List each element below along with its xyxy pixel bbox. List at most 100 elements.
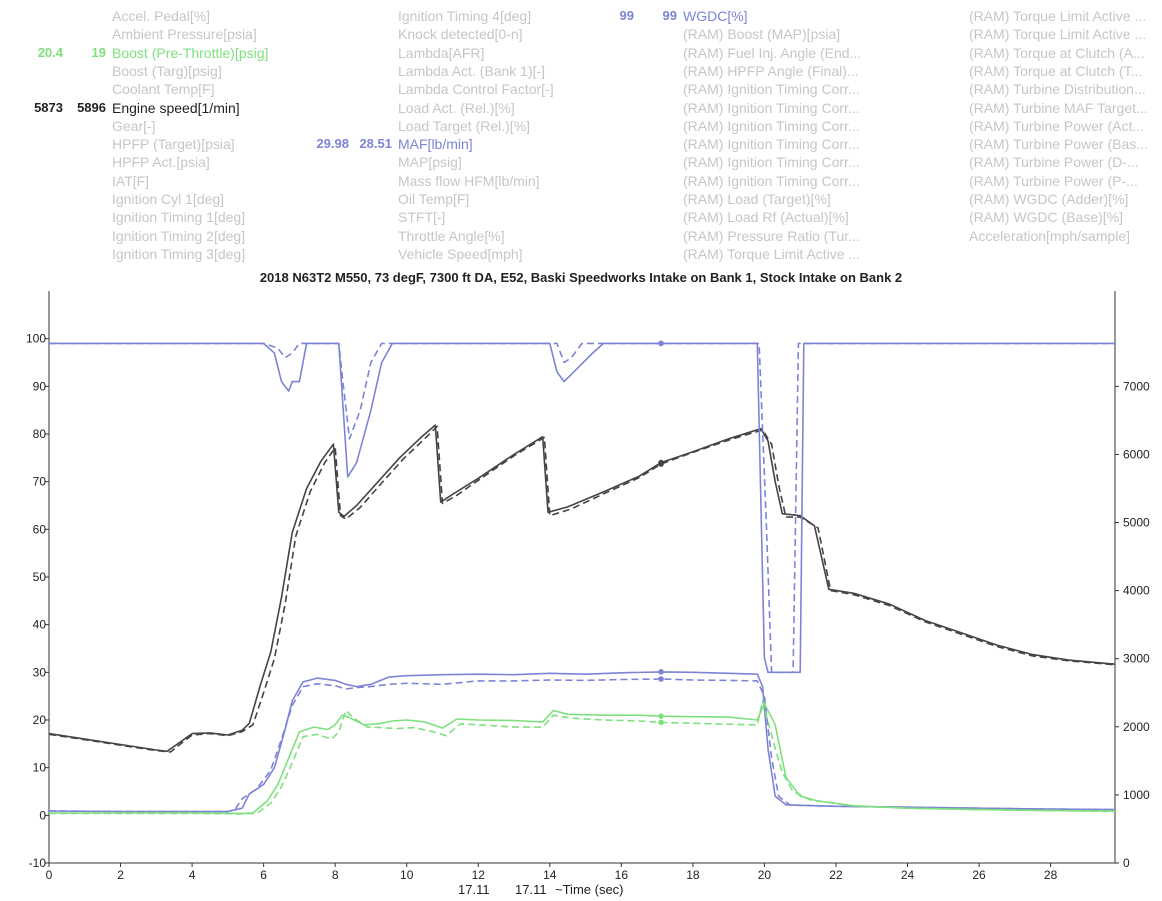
legend-item[interactable]: Lambda Act. (Bank 1)[-] bbox=[286, 62, 586, 80]
legend-item[interactable]: HPFP (Target)[psia] bbox=[0, 135, 300, 153]
x-tick-label: 20 bbox=[758, 868, 772, 882]
legend-item-label: Load Target (Rel.)[%] bbox=[398, 117, 531, 134]
legend-item[interactable]: Oil Temp[F] bbox=[286, 190, 586, 208]
legend-item-label: (RAM) Load (Target)[%] bbox=[683, 191, 831, 207]
legend-item[interactable]: Coolant Temp[F] bbox=[0, 80, 300, 98]
legend-item[interactable]: Load Target (Rel.)[%] bbox=[286, 117, 586, 135]
legend-item-label: Engine speed[1/min] bbox=[112, 99, 240, 116]
legend-item[interactable]: (RAM) Ignition Timing Corr... bbox=[571, 80, 871, 98]
x-tick-label: 22 bbox=[829, 868, 843, 882]
legend-item[interactable]: (RAM) Turbine MAF Target... bbox=[857, 99, 1157, 117]
legend-item-label: Coolant Temp[F] bbox=[112, 81, 215, 98]
legend-item[interactable]: 29.98 28.51 MAF[lb/min] bbox=[286, 135, 586, 153]
legend-item[interactable]: Ambient Pressure[psia] bbox=[0, 25, 300, 43]
legend-item[interactable]: (RAM) Load Rf (Actual)[%] bbox=[571, 208, 871, 226]
legend-item[interactable]: Load Act. (Rel.)[%] bbox=[286, 99, 586, 117]
legend-item-label: Gear[-] bbox=[112, 117, 156, 134]
legend-item-label: HPFP (Target)[psia] bbox=[112, 136, 235, 153]
x-tick-label: 4 bbox=[189, 868, 196, 882]
legend-item[interactable]: (RAM) Torque Limit Active ... bbox=[857, 25, 1157, 43]
y-right-tick-label: 3000 bbox=[1123, 652, 1150, 666]
legend-item[interactable]: Lambda[AFR] bbox=[286, 44, 586, 62]
legend-item[interactable]: Knock detected[0-n] bbox=[286, 25, 586, 43]
legend-item[interactable]: (RAM) Turbine Power (Bas... bbox=[857, 135, 1157, 153]
legend-item[interactable]: Vehicle Speed[mph] bbox=[286, 245, 586, 263]
legend-item[interactable]: Ignition Timing 3[deg] bbox=[0, 245, 300, 263]
legend-item[interactable]: HPFP Act.[psia] bbox=[0, 153, 300, 171]
legend-item[interactable]: Accel. Pedal[%] bbox=[0, 7, 300, 25]
legend-item[interactable]: Mass flow HFM[lb/min] bbox=[286, 172, 586, 190]
legend-item[interactable]: (RAM) Ignition Timing Corr... bbox=[571, 153, 871, 171]
legend-item[interactable]: (RAM) Pressure Ratio (Tur... bbox=[571, 227, 871, 245]
y-right-tick-label: 7000 bbox=[1123, 379, 1150, 393]
legend-item-label: (RAM) Ignition Timing Corr... bbox=[683, 172, 860, 189]
legend-item[interactable]: (RAM) Torque at Clutch (T... bbox=[857, 62, 1157, 80]
cursor-marker bbox=[658, 719, 664, 726]
legend-item[interactable]: (RAM) Load (Target)[%] bbox=[571, 190, 871, 208]
legend-item[interactable]: (RAM) Boost (MAP)[psia] bbox=[571, 25, 871, 43]
legend-item-label: (RAM) Load Rf (Actual)[%] bbox=[683, 209, 849, 226]
legend-item-label: (RAM) WGDC (Base)[%] bbox=[969, 209, 1123, 226]
legend-value-b: 99 bbox=[662, 8, 677, 23]
legend-item[interactable]: Ignition Cyl 1[deg] bbox=[0, 190, 300, 208]
legend-value-b: 5896 bbox=[77, 99, 106, 115]
legend-item-label: Vehicle Speed[mph] bbox=[398, 245, 523, 262]
legend-item[interactable]: Acceleration[mph/sample] bbox=[857, 227, 1157, 245]
legend-item[interactable]: Ignition Timing 4[deg] bbox=[286, 7, 586, 25]
legend-item[interactable]: (RAM) WGDC (Adder)[%] bbox=[857, 190, 1157, 208]
legend-item[interactable]: (RAM) Turbine Power (D-... bbox=[857, 153, 1157, 171]
series-line bbox=[49, 700, 1116, 815]
legend-item-label: Knock detected[0-n] bbox=[398, 26, 523, 43]
legend-item[interactable]: MAP[psig] bbox=[286, 153, 586, 171]
legend-item[interactable]: 5873 5896 Engine speed[1/min] bbox=[0, 99, 300, 117]
legend-item[interactable]: (RAM) Torque Limit Active ... bbox=[571, 245, 871, 263]
legend-item[interactable]: (RAM) Torque Limit Active ... bbox=[857, 7, 1157, 25]
legend-item[interactable]: (RAM) Ignition Timing Corr... bbox=[571, 117, 871, 135]
y-left-tick-label: 10 bbox=[33, 761, 47, 775]
legend-item[interactable]: 20.4 19 Boost (Pre-Throttle)[psig] bbox=[0, 44, 300, 62]
y-right-tick-label: 5000 bbox=[1123, 516, 1150, 530]
legend-item[interactable]: 99 99 WGDC[%] bbox=[571, 7, 871, 25]
legend-item[interactable]: Gear[-] bbox=[0, 117, 300, 135]
legend-item[interactable]: (RAM) Turbine Power (P-... bbox=[857, 172, 1157, 190]
legend-item[interactable]: Lambda Control Factor[-] bbox=[286, 80, 586, 98]
legend-item[interactable]: IAT[F] bbox=[0, 172, 300, 190]
y-left-tick-label: 0 bbox=[39, 808, 46, 822]
legend-item[interactable]: (RAM) Torque at Clutch (A... bbox=[857, 44, 1157, 62]
legend-item-label: MAF[lb/min] bbox=[398, 136, 473, 153]
series-line bbox=[48, 425, 1116, 753]
legend-item-label: Ignition Cyl 1[deg] bbox=[112, 191, 225, 207]
y-left-tick-label: 60 bbox=[33, 522, 47, 536]
legend-value-a: 5873 bbox=[34, 99, 63, 115]
legend-item[interactable]: (RAM) WGDC (Base)[%] bbox=[857, 208, 1157, 226]
legend-item[interactable]: Ignition Timing 2[deg] bbox=[0, 227, 300, 245]
y-left-tick-label: 40 bbox=[33, 618, 47, 632]
legend-item[interactable]: (RAM) Turbine Distribution... bbox=[857, 80, 1157, 98]
x-tick-label: 2 bbox=[117, 868, 124, 882]
legend-item[interactable]: (RAM) Ignition Timing Corr... bbox=[571, 99, 871, 117]
x-axis-footer: 17.11 17.11 ~Time (sec) bbox=[0, 882, 1162, 900]
y-left-tick-label: 90 bbox=[33, 379, 47, 393]
legend-item[interactable]: (RAM) HPFP Angle (Final)... bbox=[571, 62, 871, 80]
series-line bbox=[48, 424, 1116, 753]
legend-item-label: Lambda Act. (Bank 1)[-] bbox=[398, 62, 546, 79]
legend-item[interactable]: STFT[-] bbox=[286, 208, 586, 226]
x-tick-label: 8 bbox=[332, 868, 339, 882]
legend-item-label: (RAM) Ignition Timing Corr... bbox=[683, 81, 860, 98]
legend-item[interactable]: (RAM) Ignition Timing Corr... bbox=[571, 172, 871, 190]
y-right-tick-label: 4000 bbox=[1123, 584, 1150, 598]
legend-item[interactable]: (RAM) Fuel Inj. Angle (End... bbox=[571, 44, 871, 62]
cursor-time-2: 17.11 bbox=[515, 882, 547, 897]
legend-item[interactable]: (RAM) Ignition Timing Corr... bbox=[571, 135, 871, 153]
legend-item[interactable]: Boost (Targ)[psig] bbox=[0, 62, 300, 80]
legend-item[interactable]: Throttle Angle[%] bbox=[286, 227, 586, 245]
series-line bbox=[49, 342, 1115, 674]
legend-item-label: (RAM) Turbine Power (Bas... bbox=[969, 136, 1148, 153]
x-tick-label: 10 bbox=[400, 868, 414, 882]
legend-item[interactable]: (RAM) Turbine Power (Act... bbox=[857, 117, 1157, 135]
legend-item[interactable]: Ignition Timing 1[deg] bbox=[0, 208, 300, 226]
cursor-marker bbox=[658, 461, 664, 467]
x-tick-label: 26 bbox=[972, 868, 986, 882]
x-tick-label: 28 bbox=[1044, 868, 1058, 882]
